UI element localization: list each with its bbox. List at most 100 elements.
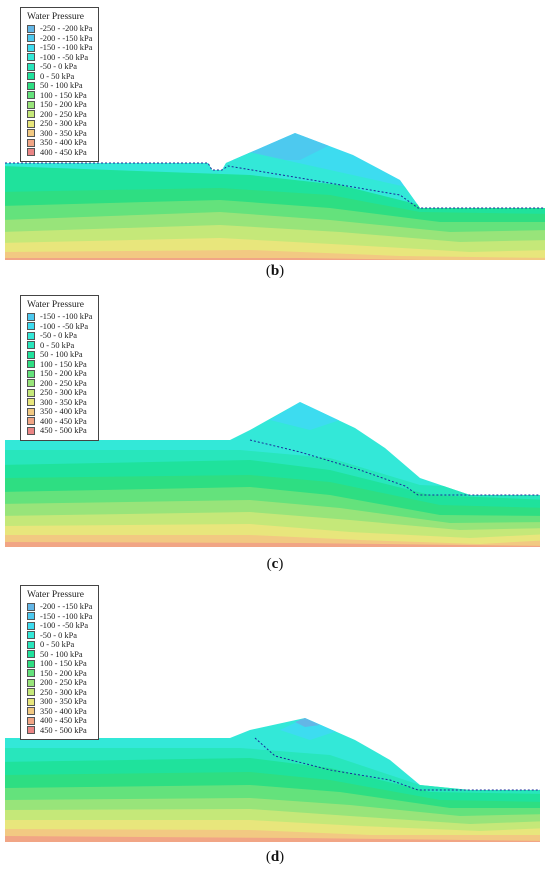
legend-label: 400 - 450 kPa — [40, 147, 87, 157]
legend-label: 50 - 100 kPa — [40, 81, 83, 90]
legend-swatch — [27, 350, 35, 359]
legend-label: 0 - 50 kPa — [40, 340, 75, 350]
legend-label: -250 - -200 kPa — [40, 24, 93, 33]
legend-item: 300 - 350 kPa — [27, 697, 92, 707]
legend-label: -50 - 0 kPa — [40, 331, 77, 340]
legend-item: 50 - 100 kPa — [27, 650, 92, 660]
caption-c: (c) — [266, 556, 284, 572]
legend-label: -100 - -50 kPa — [40, 321, 89, 331]
caption-label: b — [270, 263, 280, 279]
legend-label: -150 - -100 kPa — [40, 611, 93, 621]
legend-label: 200 - 250 kPa — [40, 378, 87, 388]
legend-swatch — [27, 100, 35, 109]
legend-swatch — [27, 688, 35, 697]
legend-item: 50 - 100 kPa — [27, 350, 92, 360]
legend-swatch — [27, 322, 35, 331]
legend-item: -150 - -100 kPa — [27, 43, 92, 53]
legend-label: 150 - 200 kPa — [40, 100, 87, 109]
legend-swatch — [27, 659, 35, 668]
legend-title: Water Pressure — [27, 590, 85, 600]
legend-swatch — [27, 426, 35, 435]
legend-item: -150 - -100 kPa — [27, 312, 92, 322]
legend-swatch — [27, 726, 35, 735]
caption-b: (b) — [265, 263, 285, 279]
legend-item: 150 - 200 kPa — [27, 100, 92, 110]
legend-item: 200 - 250 kPa — [27, 110, 92, 120]
legend-item: 350 - 400 kPa — [27, 707, 92, 717]
legend-label: 200 - 250 kPa — [40, 109, 87, 119]
legend-title: Water Pressure — [27, 300, 85, 310]
legend-swatch — [27, 312, 35, 321]
legend-item: -100 - -50 kPa — [27, 621, 92, 631]
legend-label: -100 - -50 kPa — [40, 621, 89, 630]
legend-swatch — [27, 631, 35, 640]
legend-b: Water Pressure -250 - -200 kPa -200 - -15… — [20, 7, 100, 162]
legend-item: -50 - 0 kPa — [27, 62, 92, 72]
legend-swatch — [27, 678, 35, 687]
legend-label: -150 - -100 kPa — [40, 43, 93, 52]
legend-swatch — [27, 379, 35, 388]
legend-swatch — [27, 369, 35, 378]
legend-swatch — [27, 119, 35, 128]
legend-swatch — [27, 669, 35, 678]
legend-swatch — [27, 602, 35, 611]
legend-item: 100 - 150 kPa — [27, 659, 92, 669]
legend-items: -250 - -200 kPa -200 - -150 kPa -150 - -10… — [27, 24, 92, 157]
legend-swatch — [27, 72, 35, 81]
legend-swatch — [27, 707, 35, 716]
legend-label: 50 - 100 kPa — [40, 350, 83, 359]
legend-swatch — [27, 407, 35, 416]
legend-item: 250 - 300 kPa — [27, 388, 92, 398]
legend-swatch — [27, 91, 35, 100]
legend-label: 0 - 50 kPa — [40, 71, 75, 81]
legend-swatch — [27, 81, 35, 90]
legend-label: 150 - 200 kPa — [40, 668, 87, 678]
legend-label: 250 - 300 kPa — [40, 687, 87, 697]
legend-label: 250 - 300 kPa — [40, 388, 87, 397]
legend-label: 100 - 150 kPa — [40, 659, 87, 668]
legend-label: -200 - -150 kPa — [40, 602, 93, 611]
legend-label: 350 - 400 kPa — [40, 138, 87, 147]
legend-swatch — [27, 697, 35, 706]
legend-item: 200 - 250 kPa — [27, 379, 92, 389]
legend-swatch — [27, 138, 35, 147]
legend-item: 150 - 200 kPa — [27, 669, 92, 679]
legend-item: 0 - 50 kPa — [27, 72, 92, 82]
legend-label: 450 - 500 kPa — [40, 725, 87, 735]
legend-swatch — [27, 24, 35, 33]
legend-swatch — [27, 417, 35, 426]
legend-swatch — [27, 341, 35, 350]
legend-item: 150 - 200 kPa — [27, 369, 92, 379]
legend-label: 300 - 350 kPa — [40, 697, 87, 706]
legend-label: 100 - 150 kPa — [40, 359, 87, 369]
legend-swatch — [27, 53, 35, 62]
legend-title: Water Pressure — [27, 12, 85, 22]
legend-label: -50 - 0 kPa — [40, 630, 77, 640]
legend-item: -200 - -150 kPa — [27, 34, 92, 44]
legend-swatch — [27, 34, 35, 43]
legend-c: Water Pressure -150 - -100 kPa -100 - -50… — [20, 295, 100, 441]
legend-label: 0 - 50 kPa — [40, 640, 75, 649]
panel-d: Water Pressure -200 - -150 kPa -150 - -10… — [0, 580, 550, 874]
legend-items: -150 - -100 kPa -100 - -50 kPa -50 - 0 kPa… — [27, 312, 92, 436]
caption-label: c — [271, 556, 279, 572]
legend-item: 0 - 50 kPa — [27, 341, 92, 351]
legend-label: 50 - 100 kPa — [40, 649, 83, 659]
legend-swatch — [27, 360, 35, 369]
pressure-contour-d — [5, 718, 540, 842]
legend-label: 450 - 500 kPa — [40, 426, 87, 435]
legend-label: 150 - 200 kPa — [40, 369, 87, 378]
legend-item: 400 - 450 kPa — [27, 148, 92, 158]
legend-item: -200 - -150 kPa — [27, 602, 92, 612]
legend-label: 300 - 350 kPa — [40, 397, 87, 407]
legend-label: 250 - 300 kPa — [40, 119, 87, 128]
legend-item: -100 - -50 kPa — [27, 322, 92, 332]
panel-c: Water Pressure -150 - -100 kPa -100 - -50… — [0, 290, 550, 580]
legend-d: Water Pressure -200 - -150 kPa -150 - -10… — [20, 585, 100, 740]
legend-item: 450 - 500 kPa — [27, 726, 92, 736]
legend-label: -150 - -100 kPa — [40, 312, 93, 321]
legend-item: 400 - 450 kPa — [27, 417, 92, 427]
legend-item: 350 - 400 kPa — [27, 138, 92, 148]
legend-item: -100 - -50 kPa — [27, 53, 92, 63]
legend-swatch — [27, 621, 35, 630]
